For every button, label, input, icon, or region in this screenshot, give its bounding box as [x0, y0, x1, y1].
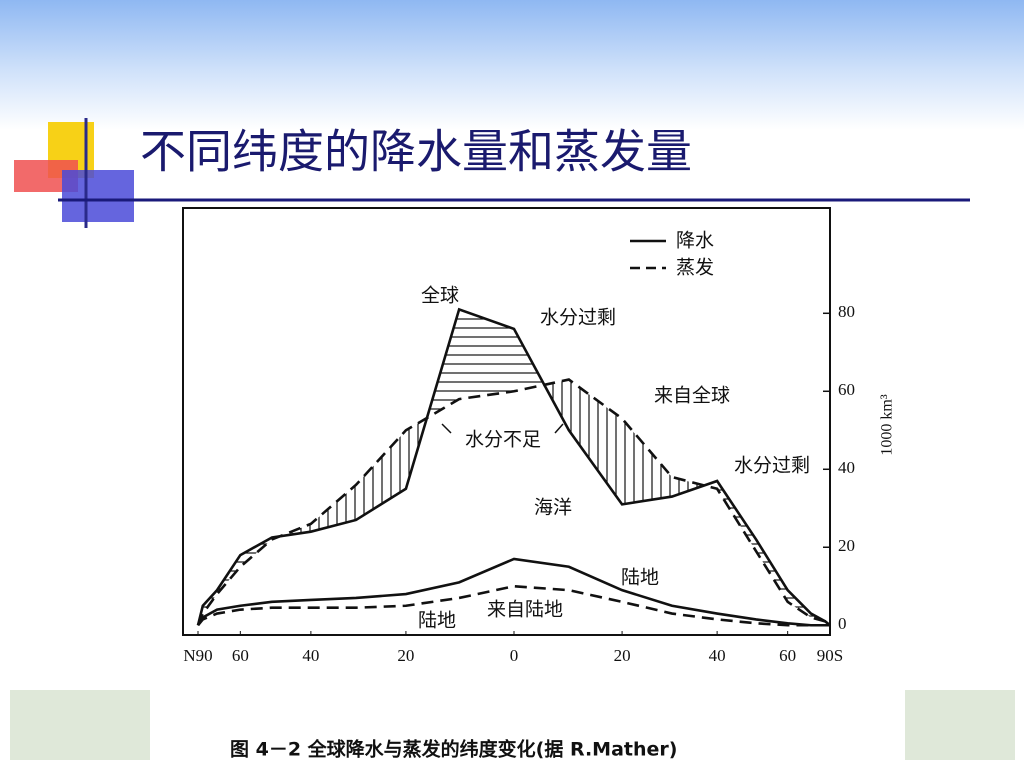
annotation: 陆地	[621, 567, 659, 589]
annotation: 水分过剩	[734, 455, 810, 477]
decoration	[10, 118, 1015, 760]
x-tick-label: 40	[302, 646, 319, 665]
annotation: 陆地	[418, 610, 456, 632]
x-tick-label: 20	[397, 646, 414, 665]
series-line	[196, 557, 830, 627]
x-tick-label: 60	[232, 646, 249, 665]
plot-frame	[182, 207, 831, 636]
y-axis-label: 1000 km³	[879, 394, 896, 455]
x-tick-label: 0	[510, 646, 519, 665]
deco-square	[62, 170, 134, 222]
annotation-leader	[554, 423, 564, 434]
y-tick-label: 20	[838, 536, 855, 555]
annotation: 全球	[421, 285, 459, 307]
annotation: 来自陆地	[487, 599, 563, 621]
annotation: 水分过剩	[540, 307, 616, 329]
x-tick-label: 20	[614, 646, 631, 665]
x-tick-label: 60	[779, 646, 796, 665]
figure-caption: 图 4－2 全球降水与蒸发的纬度变化(据 R.Mather)	[230, 738, 677, 761]
annotation: 水分不足	[465, 429, 541, 451]
annotation-leader	[441, 423, 452, 434]
building-image	[10, 690, 150, 760]
y-tick-label: 80	[838, 302, 855, 321]
y-tick-label: 0	[838, 614, 847, 633]
legend-label: 蒸发	[676, 257, 714, 279]
x-tick-label: N90	[183, 646, 212, 665]
x-tick-label: 90S	[817, 646, 843, 665]
annotation: 海洋	[534, 497, 572, 519]
building-image	[905, 690, 1015, 760]
series-line	[196, 378, 831, 627]
x-tick-label: 40	[709, 646, 726, 665]
surplus-hatch	[198, 309, 830, 626]
series-line	[196, 307, 831, 627]
legend-label: 降水	[676, 230, 714, 252]
y-tick-label: 60	[838, 380, 855, 399]
annotation: 来自全球	[654, 385, 730, 407]
slide-title: 不同纬度的降水量和蒸发量	[140, 125, 692, 179]
series-line	[196, 584, 830, 627]
y-tick-label: 40	[838, 458, 855, 477]
